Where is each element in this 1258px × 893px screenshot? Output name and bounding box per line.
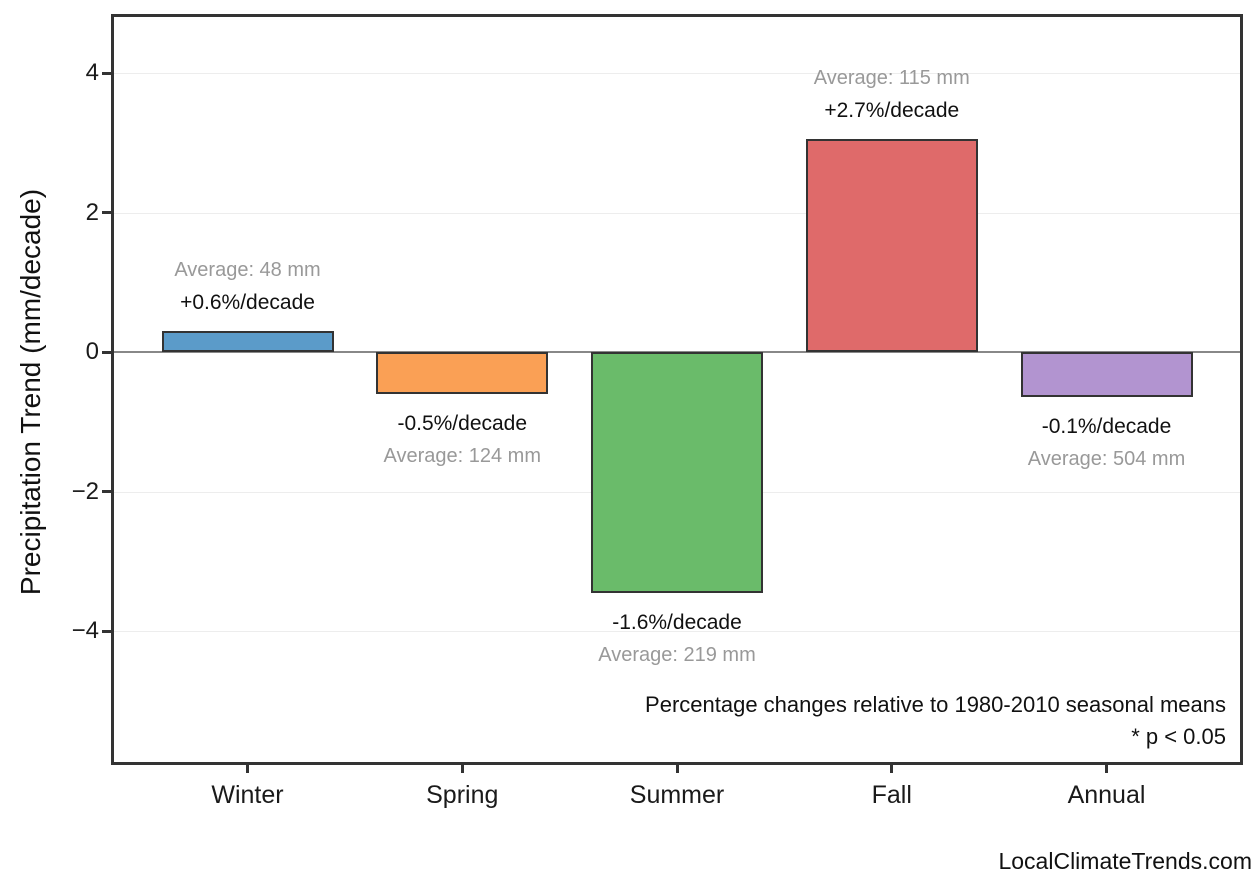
x-tick-mark	[675, 765, 679, 773]
y-axis-title: Precipitation Trend (mm/decade)	[15, 188, 46, 596]
avg-label-winter: Average: 48 mm	[174, 259, 321, 282]
pct-label-annual: -0.1%/decade	[1041, 415, 1172, 439]
gridline	[111, 212, 1243, 214]
gridline	[111, 631, 1243, 632]
avg-label-annual: Average: 504 mm	[1027, 448, 1186, 471]
x-tick-label-annual: Annual	[1067, 781, 1146, 809]
x-tick-mark	[1105, 765, 1108, 773]
x-tick-mark	[246, 765, 249, 773]
bar-fall	[805, 139, 978, 352]
y-tick-label: 2	[85, 198, 99, 226]
y-tick-mark	[102, 490, 111, 493]
y-tick-mark	[102, 71, 111, 75]
bar-spring	[376, 352, 549, 394]
gridline	[111, 73, 1243, 74]
x-tick-label-fall: Fall	[871, 781, 912, 809]
y-tick-label: −4	[71, 617, 99, 644]
y-tick-mark	[102, 629, 111, 633]
x-tick-label-summer: Summer	[629, 781, 725, 809]
y-tick-label: −2	[71, 477, 99, 505]
y-tick-mark	[102, 211, 111, 214]
bar-winter	[161, 331, 334, 352]
y-tick-label: 0	[85, 338, 99, 365]
avg-label-spring: Average: 124 mm	[383, 444, 542, 467]
watermark-text: LocalClimateTrends.com	[998, 848, 1252, 874]
avg-label-summer: Average: 219 mm	[598, 643, 756, 666]
y-tick-mark	[102, 350, 111, 354]
x-tick-label-spring: Spring	[426, 781, 499, 809]
y-tick-label: 4	[85, 59, 99, 86]
x-tick-mark	[890, 765, 894, 773]
avg-label-fall: Average: 115 mm	[813, 67, 970, 90]
x-tick-mark	[460, 765, 464, 773]
bar-annual	[1020, 352, 1193, 398]
x-tick-label-winter: Winter	[211, 781, 284, 809]
pct-label-spring: -0.5%/decade	[397, 411, 528, 435]
footnote-means: Percentage changes relative to 1980-2010…	[645, 692, 1226, 717]
footnote-significance: * p < 0.05	[1131, 724, 1226, 749]
pct-label-summer: -1.6%/decade	[612, 610, 742, 634]
bar-summer	[591, 352, 763, 593]
plot-area: Percentage changes relative to 1980-2010…	[111, 14, 1243, 765]
pct-label-winter: +0.6%/decade	[180, 291, 315, 315]
pct-label-fall: +2.7%/decade	[824, 99, 960, 123]
